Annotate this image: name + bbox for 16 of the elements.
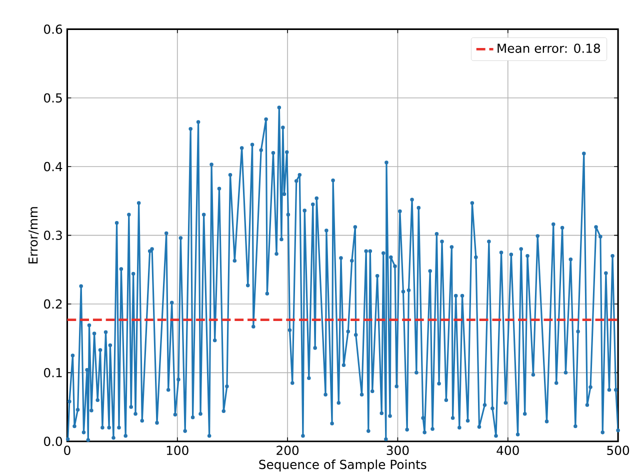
y-tick-label: 0.3	[44, 230, 62, 240]
y-tick-label: 0.1	[44, 368, 62, 378]
legend-label: Mean error: 0.18	[498, 44, 600, 54]
y-tick-label: 0.2	[44, 299, 62, 309]
y-tick-label: 0.0	[44, 436, 62, 446]
x-tick-label: 400	[496, 446, 519, 456]
y-axis-title: Error/mm	[28, 207, 39, 264]
x-tick-label: 0	[64, 446, 70, 456]
x-axis-title: Sequence of Sample Points	[259, 460, 426, 472]
y-tick-label: 0.4	[44, 162, 62, 172]
y-tick-label: 0.6	[44, 24, 62, 34]
x-tick-label: 500	[607, 446, 630, 456]
x-tick-label: 300	[386, 446, 409, 456]
x-tick-label: 200	[276, 446, 299, 456]
y-tick-label: 0.5	[44, 93, 62, 103]
x-tick-label: 100	[166, 446, 188, 456]
